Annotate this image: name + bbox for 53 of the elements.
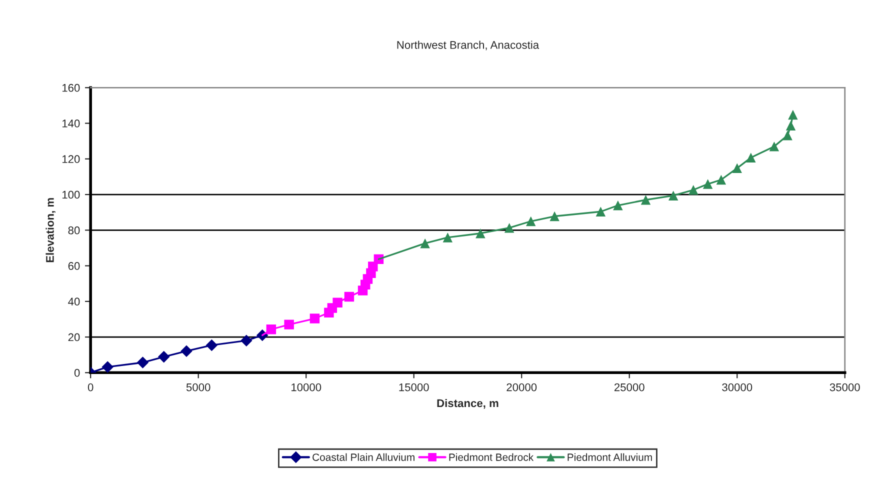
legend-label: Coastal Plain Alluvium xyxy=(312,453,414,461)
point xyxy=(782,130,792,140)
point xyxy=(240,334,252,346)
point xyxy=(596,206,606,216)
point xyxy=(769,142,780,152)
point xyxy=(332,298,342,308)
point xyxy=(158,350,170,363)
x-tick-label: 20000 xyxy=(506,383,537,392)
y-tick-label: 60 xyxy=(68,262,80,270)
x-tick-label: 5000 xyxy=(186,383,210,392)
x-tick-label: 35000 xyxy=(830,383,860,392)
legend-label: Piedmont Bedrock xyxy=(449,453,534,461)
chart-title: Northwest Branch, Anacostia xyxy=(397,40,540,50)
y-tick-label: 100 xyxy=(62,190,80,199)
point xyxy=(420,238,430,248)
point xyxy=(504,222,514,233)
y-tick-label: 20 xyxy=(68,333,80,342)
point xyxy=(136,356,149,368)
point xyxy=(284,320,294,330)
y-tick-label: 140 xyxy=(62,120,80,128)
point xyxy=(702,179,713,189)
x-tick-label: 30000 xyxy=(722,383,752,392)
point xyxy=(442,232,453,242)
point xyxy=(266,324,276,334)
legend-label: Piedmont Alluvium xyxy=(568,453,652,461)
point xyxy=(668,190,678,200)
point xyxy=(716,174,726,185)
point xyxy=(732,163,742,174)
point xyxy=(688,185,698,195)
y-tick-label: 80 xyxy=(68,226,80,234)
point xyxy=(746,152,756,163)
point xyxy=(613,200,623,210)
point xyxy=(310,314,320,324)
x-tick-label: 15000 xyxy=(399,383,429,392)
point xyxy=(786,120,796,130)
point xyxy=(550,211,560,222)
point xyxy=(206,339,218,352)
x-tick-label: 10000 xyxy=(291,383,322,392)
point xyxy=(788,110,798,120)
y-tick-label: 120 xyxy=(62,155,80,164)
point xyxy=(476,228,486,238)
y-axis-title: Elevation, m xyxy=(46,198,56,262)
y-tick-label: 160 xyxy=(62,84,80,92)
x-tick-label: 0 xyxy=(88,383,94,392)
x-axis-title: Distance, m xyxy=(437,398,498,409)
point xyxy=(344,292,354,302)
y-tick-label: 40 xyxy=(68,298,80,306)
point xyxy=(640,195,651,205)
x-tick-label: 25000 xyxy=(614,383,644,392)
y-tick-label: 0 xyxy=(74,368,80,377)
point xyxy=(180,345,192,357)
point xyxy=(526,216,536,226)
point xyxy=(102,361,114,373)
